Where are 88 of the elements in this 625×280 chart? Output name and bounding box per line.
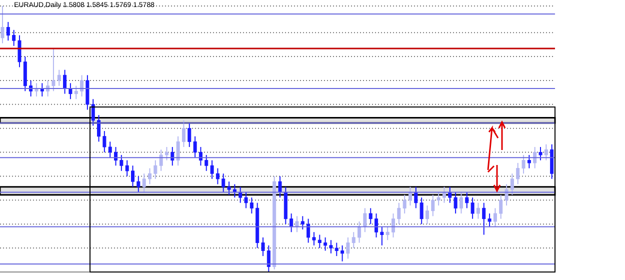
candlestick <box>544 144 548 161</box>
candlestick <box>0 6 4 44</box>
candlestick <box>459 192 463 214</box>
candlestick <box>329 240 333 254</box>
candlestick <box>363 208 367 233</box>
candlestick <box>368 208 372 225</box>
candlestick <box>448 186 452 204</box>
candlestick <box>374 212 378 238</box>
candlestick <box>80 74 84 97</box>
candlestick <box>244 192 248 209</box>
candlestick <box>470 197 474 220</box>
candlestick <box>86 74 90 110</box>
candlestick <box>63 69 67 94</box>
candlestick <box>306 218 310 244</box>
candlestick <box>386 226 390 241</box>
candlestick <box>120 154 124 172</box>
candlestick <box>102 130 106 153</box>
candlestick <box>164 146 168 161</box>
candlestick <box>108 141 112 158</box>
candlestick <box>6 21 10 42</box>
candlestick <box>340 244 344 262</box>
candlestick <box>324 236 328 252</box>
candlestick <box>154 160 158 180</box>
candlestick <box>516 162 520 185</box>
candlestick <box>34 82 38 97</box>
candlestick <box>318 234 322 249</box>
candlestick <box>465 192 469 209</box>
candlestick <box>204 154 208 172</box>
candlestick <box>159 149 163 172</box>
candlestick <box>193 136 197 158</box>
candlestick <box>142 173 146 193</box>
candlestick <box>533 146 537 169</box>
candlestick <box>414 186 418 209</box>
candlestick <box>136 176 140 193</box>
candlestick <box>334 242 338 257</box>
candlestick <box>425 205 429 225</box>
candlestick <box>402 194 406 214</box>
candlestick <box>346 236 350 260</box>
candlestick <box>527 154 531 169</box>
candlestick <box>499 194 503 220</box>
candlestick <box>250 197 254 214</box>
candlestick <box>97 114 101 142</box>
candlestick <box>23 56 27 92</box>
candlestick <box>420 197 424 225</box>
candlestick <box>312 232 316 246</box>
candlestick <box>431 194 435 217</box>
candlestick <box>188 122 192 148</box>
candlestick <box>131 165 135 188</box>
candlestick <box>290 212 294 233</box>
candlestick <box>358 220 362 244</box>
candlestick <box>522 154 526 174</box>
candlestick <box>408 186 412 206</box>
candlestick <box>176 136 180 166</box>
candlestick <box>12 29 16 46</box>
candlestick <box>278 176 282 198</box>
candlestick <box>18 34 22 68</box>
candlestick <box>476 202 480 220</box>
candlestick <box>300 216 304 230</box>
candlestick <box>222 173 226 193</box>
candlestick <box>295 216 299 233</box>
candlestick <box>91 98 95 126</box>
candlestick <box>68 82 72 100</box>
candlestick <box>148 168 152 185</box>
candlestick <box>125 160 129 177</box>
candlestick <box>482 202 486 236</box>
candlestick <box>227 181 231 196</box>
candlestick <box>442 186 446 204</box>
candlestick <box>493 208 497 228</box>
candlestick <box>266 244 270 272</box>
candlestick <box>74 85 78 100</box>
candlestick <box>436 192 440 206</box>
candlestick <box>538 146 542 161</box>
candlestick <box>397 202 401 225</box>
candlestick <box>488 212 492 228</box>
candlestick <box>182 120 186 148</box>
candlestick <box>261 236 265 257</box>
candlestick <box>52 48 56 92</box>
candlestick <box>454 192 458 214</box>
candlestick <box>504 184 508 206</box>
candlestick <box>352 232 356 249</box>
candlestick <box>380 226 384 246</box>
candlestick <box>216 168 220 185</box>
candlestick <box>210 160 214 180</box>
candlestick <box>238 186 242 204</box>
candlestick <box>392 212 396 238</box>
candlestick <box>57 69 61 86</box>
candlestick <box>550 144 554 180</box>
candlestick <box>510 173 514 196</box>
